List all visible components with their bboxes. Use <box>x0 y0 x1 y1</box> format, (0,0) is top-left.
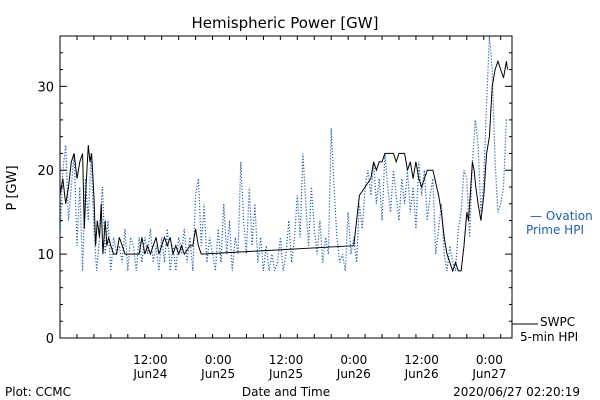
y-tick-label: 0 <box>46 332 54 347</box>
y-axis-label: P [GW] <box>5 165 20 210</box>
series-line-swpc <box>59 59 508 273</box>
plot-frame <box>59 35 513 339</box>
y-tick-label: 10 <box>37 248 54 263</box>
legend-ovation-line2: Prime HPI <box>526 223 584 237</box>
legend-swpc-line2: 5-min HPI <box>520 330 578 344</box>
x-axis-label: Date and Time <box>242 385 330 399</box>
x-ticks: 12:00Jun240:00Jun2512:00Jun250:00Jun2612… <box>59 36 506 381</box>
series-swpc-5min-hpi <box>59 59 508 273</box>
chart-title: Hemispheric Power [GW] <box>192 14 379 32</box>
x-tick-time-label: 12:00 <box>133 353 168 367</box>
legend-swpc-line1: SWPC <box>540 315 575 329</box>
x-tick-date-label: Jun25 <box>268 367 303 381</box>
x-tick-time-label: 12:00 <box>269 353 304 367</box>
x-tick-time-label: 12:00 <box>404 353 439 367</box>
series-ovation-prime-hpi <box>59 35 508 272</box>
y-tick-label: 20 <box>37 164 54 179</box>
footer-plot-credit: Plot: CCMC <box>5 385 71 399</box>
y-tick-label: 30 <box>37 80 54 95</box>
x-tick-time-label: 0:00 <box>476 353 503 367</box>
footer-timestamp: 2020/06/27 02:20:19 <box>453 385 580 399</box>
x-tick-time-label: 0:00 <box>205 353 232 367</box>
x-tick-time-label: 0:00 <box>340 353 367 367</box>
x-tick-date-label: Jun26 <box>336 367 371 381</box>
x-tick-date-label: Jun24 <box>132 367 167 381</box>
x-tick-date-label: Jun25 <box>200 367 235 381</box>
legend-ovation-line1: — Ovation <box>530 209 593 223</box>
y-ticks: 0 10 20 30 <box>37 35 512 347</box>
x-tick-date-label: Jun26 <box>404 367 439 381</box>
x-tick-date-label: Jun27 <box>471 367 506 381</box>
series-line-ovation <box>59 35 508 272</box>
